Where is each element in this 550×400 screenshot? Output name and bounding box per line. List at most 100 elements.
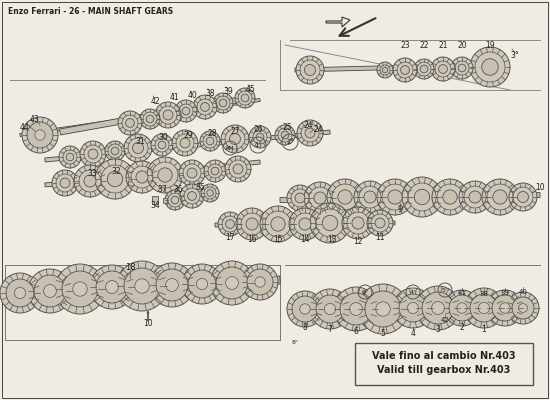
Circle shape — [518, 192, 529, 202]
Circle shape — [22, 117, 58, 153]
Circle shape — [151, 134, 173, 156]
Text: 22: 22 — [419, 42, 429, 50]
Circle shape — [342, 207, 374, 239]
Circle shape — [55, 264, 105, 314]
Text: 38: 38 — [205, 90, 215, 98]
Circle shape — [399, 294, 427, 322]
Circle shape — [182, 107, 190, 115]
Circle shape — [295, 193, 305, 203]
Circle shape — [310, 203, 350, 243]
FancyArrow shape — [147, 311, 149, 321]
Circle shape — [459, 181, 491, 213]
Text: 11: 11 — [375, 234, 385, 242]
Circle shape — [90, 265, 134, 309]
Circle shape — [216, 267, 248, 299]
Text: 38: 38 — [480, 291, 488, 297]
Circle shape — [28, 269, 72, 313]
Text: 1: 1 — [482, 326, 486, 334]
Text: 10: 10 — [143, 320, 153, 328]
Circle shape — [74, 165, 106, 197]
Text: 41: 41 — [169, 94, 179, 102]
Circle shape — [297, 120, 323, 146]
Circle shape — [305, 64, 316, 76]
Circle shape — [377, 62, 393, 78]
Circle shape — [225, 156, 251, 182]
Circle shape — [52, 170, 78, 196]
Circle shape — [84, 175, 96, 187]
Text: eurospares: eurospares — [98, 160, 222, 180]
Text: 28: 28 — [207, 130, 217, 138]
Text: Vale fino al cambio Nr.403: Vale fino al cambio Nr.403 — [372, 351, 516, 361]
Circle shape — [382, 67, 388, 73]
Text: 3°: 3° — [510, 50, 519, 60]
Circle shape — [180, 138, 190, 148]
Circle shape — [354, 181, 386, 213]
Circle shape — [73, 282, 87, 296]
Circle shape — [327, 179, 363, 215]
Circle shape — [469, 191, 481, 203]
Circle shape — [249, 126, 271, 148]
Text: 2°: 2° — [286, 139, 294, 145]
Text: 41: 41 — [458, 290, 466, 296]
Text: 17: 17 — [225, 234, 235, 242]
Text: RM: RM — [226, 146, 234, 150]
Circle shape — [133, 142, 144, 154]
Text: 42: 42 — [150, 96, 160, 106]
Circle shape — [275, 125, 295, 145]
Text: 13: 13 — [327, 236, 337, 244]
Circle shape — [246, 218, 258, 230]
Text: 2: 2 — [460, 324, 464, 332]
Circle shape — [256, 133, 264, 141]
Circle shape — [34, 275, 66, 307]
Circle shape — [179, 160, 205, 186]
Circle shape — [182, 264, 222, 304]
Circle shape — [364, 191, 376, 203]
Circle shape — [211, 167, 219, 175]
Circle shape — [432, 179, 468, 215]
Circle shape — [443, 190, 457, 204]
Circle shape — [487, 290, 523, 326]
Text: 15: 15 — [273, 236, 283, 244]
Circle shape — [509, 183, 537, 211]
Circle shape — [229, 134, 240, 144]
Circle shape — [136, 171, 148, 183]
Circle shape — [147, 157, 183, 193]
Text: 4°: 4° — [409, 290, 416, 294]
Circle shape — [300, 304, 310, 314]
Text: Valid till gearbox Nr.403: Valid till gearbox Nr.403 — [377, 365, 511, 375]
Text: 9: 9 — [397, 206, 403, 214]
Circle shape — [260, 206, 296, 242]
Circle shape — [88, 149, 98, 159]
Circle shape — [206, 137, 214, 145]
Polygon shape — [45, 160, 260, 187]
Circle shape — [236, 208, 268, 240]
Circle shape — [201, 103, 210, 111]
Text: 4: 4 — [410, 328, 415, 338]
Circle shape — [457, 303, 467, 313]
Circle shape — [213, 93, 233, 113]
Text: 1°: 1° — [254, 142, 262, 148]
Text: 31: 31 — [135, 138, 145, 146]
Text: 30: 30 — [158, 134, 168, 142]
Text: 21: 21 — [438, 42, 448, 50]
Circle shape — [281, 131, 289, 139]
Circle shape — [163, 110, 173, 120]
Circle shape — [107, 171, 123, 187]
Text: 3: 3 — [436, 326, 441, 334]
Circle shape — [165, 190, 185, 210]
Circle shape — [166, 278, 178, 291]
Circle shape — [287, 185, 313, 211]
Circle shape — [289, 208, 321, 240]
Circle shape — [219, 99, 227, 107]
Circle shape — [125, 119, 134, 127]
Text: 44: 44 — [19, 122, 29, 132]
Circle shape — [111, 147, 119, 155]
Circle shape — [414, 189, 430, 205]
Circle shape — [340, 293, 372, 325]
Circle shape — [314, 192, 326, 204]
Circle shape — [432, 302, 444, 314]
Circle shape — [226, 220, 234, 228]
Polygon shape — [215, 221, 395, 227]
Circle shape — [0, 273, 40, 313]
Circle shape — [512, 297, 534, 319]
